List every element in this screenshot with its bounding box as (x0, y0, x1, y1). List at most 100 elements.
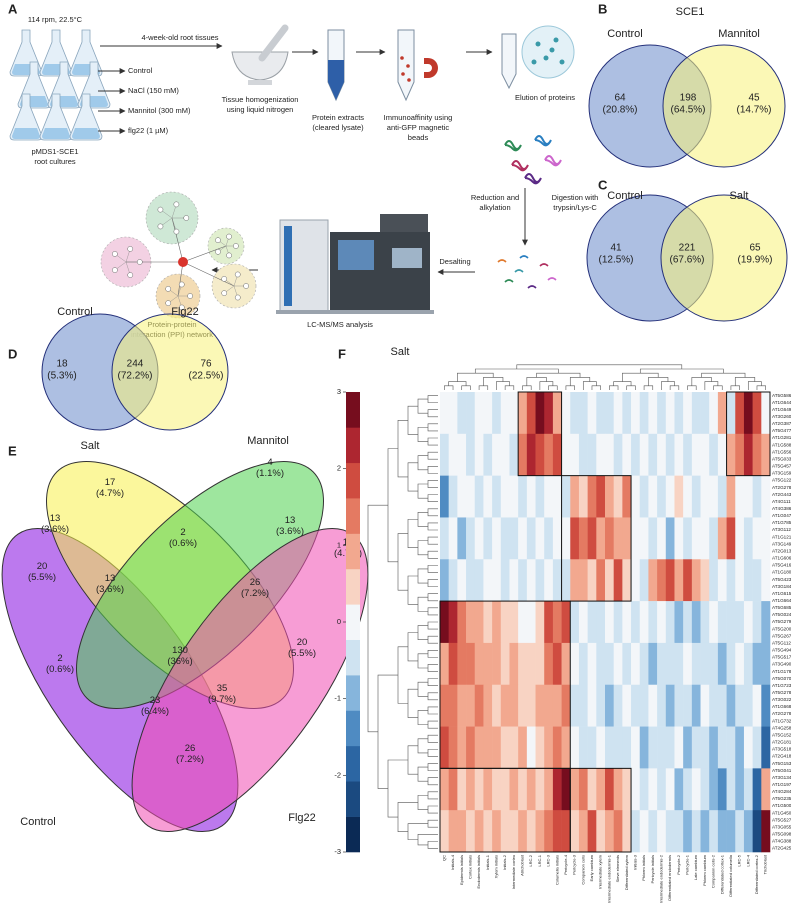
heatmap-cell (440, 768, 449, 811)
dendrogram (417, 427, 428, 442)
peptide (497, 259, 507, 263)
gene-label: AT1G78570 (772, 520, 791, 525)
label: trypsin/Lys-C (553, 203, 597, 212)
column-label: Differentiated cortex-1 (719, 854, 724, 894)
gene-label: AT3G14940 (772, 541, 791, 546)
heatmap-cell (700, 768, 710, 811)
heatmap-cell (674, 684, 684, 727)
heatmap-cell (735, 684, 745, 727)
heatmap-cell (717, 433, 727, 476)
label: Control (128, 66, 153, 75)
heatmap-cell (587, 601, 597, 644)
heatmap-cell (761, 810, 771, 853)
heatmap-cell (509, 517, 519, 560)
heatmap-cell (683, 392, 693, 435)
heatmap-cell (743, 768, 753, 811)
network-node (112, 267, 118, 273)
gene-label: AT4G25890 (772, 725, 791, 730)
column-label: Phloem cambium (702, 854, 707, 886)
heatmap-cell (665, 433, 675, 476)
gene-label: AT1G61580 (772, 591, 791, 596)
column-label: Intermediate cortex (511, 855, 516, 889)
heatmap-cell (492, 642, 502, 686)
heatmap-cell (492, 392, 502, 435)
gene-label: AT1G58870 (772, 442, 791, 447)
heatmap-cell (535, 601, 545, 644)
heatmap-cell (717, 517, 727, 560)
heatmap-cell (448, 559, 458, 602)
gene-label: AT1G66410 (772, 598, 791, 603)
colorbar-segment (346, 568, 360, 605)
heatmap-cell (691, 517, 701, 560)
gene-label: AT5G27940 (772, 619, 791, 624)
heatmap-cell (448, 601, 458, 644)
heatmap-cell (700, 559, 710, 602)
heatmap-cell (631, 517, 641, 560)
heatmap-cell (683, 684, 693, 727)
heatmap-cell (561, 392, 571, 435)
dendrogram (427, 635, 438, 644)
heatmap-cell (587, 642, 597, 686)
heatmap-cell (657, 684, 667, 727)
network-node (157, 223, 164, 230)
gene-label: AT2G44350 (772, 492, 791, 497)
colorbar-label: 2 (337, 464, 341, 473)
heatmap-cell (509, 810, 519, 853)
network-node (221, 276, 228, 282)
heatmap-cell (648, 768, 658, 811)
heatmap-cell (526, 810, 536, 853)
heatmap-cell (674, 810, 684, 853)
heatmap-cell (657, 642, 667, 686)
network-node (221, 290, 228, 296)
heatmap-cell (483, 475, 493, 518)
heatmap-cell (743, 684, 753, 727)
heatmap-cell (440, 559, 449, 602)
heatmap-cell (518, 517, 528, 560)
gene-label: AT3G05530 (772, 824, 791, 829)
gene-label: AT3G02230 (772, 697, 791, 702)
heatmap-cell (544, 433, 554, 476)
heatmap-cell (509, 726, 519, 769)
mortar (231, 51, 289, 81)
peptide (539, 263, 549, 267)
dendrogram (427, 607, 438, 616)
label: (cleared lysate) (312, 123, 364, 132)
gene-label: AT2G38780 (772, 421, 791, 426)
region-percent: (7.2%) (176, 754, 204, 765)
heatmap-cell (587, 517, 597, 560)
dendrogram (427, 841, 438, 849)
heatmap-cell (613, 768, 623, 811)
region-percent: (5.5%) (28, 572, 56, 583)
protein-dot (553, 37, 559, 43)
gene-label: AT1G64400 (772, 400, 791, 405)
region-count: 244 (127, 359, 144, 370)
flask-liquid (72, 128, 100, 139)
heatmap-cell (483, 559, 493, 602)
heatmap-cell (752, 642, 762, 686)
heatmap-cell (674, 642, 684, 686)
heatmap-cell (726, 559, 736, 602)
network-node (127, 246, 134, 252)
gene-label: AT3G49010 (772, 662, 791, 667)
gene-label: AT5G26710 (772, 633, 791, 638)
heatmap-cell (587, 726, 597, 769)
heatmap-cell (726, 517, 736, 560)
heatmap-cell (561, 642, 571, 686)
heatmap-cell (448, 392, 458, 435)
set-label: Mannitol (247, 435, 289, 447)
heatmap-cell (622, 559, 632, 602)
dendrogram (427, 451, 438, 460)
network-node (136, 259, 143, 265)
gene-label: AT1G60650 (772, 556, 791, 561)
heatmap-cell (535, 642, 545, 686)
heatmap-cell (683, 517, 693, 560)
instrument-top (380, 214, 428, 232)
heatmap-cell (735, 475, 745, 518)
protein (524, 173, 542, 185)
heatmap-cell (639, 642, 649, 686)
heatmap-cell (483, 601, 493, 644)
network-node (165, 300, 172, 306)
network-node (187, 293, 193, 299)
heatmap-cell (474, 559, 484, 602)
panel-letter: F (338, 346, 346, 361)
